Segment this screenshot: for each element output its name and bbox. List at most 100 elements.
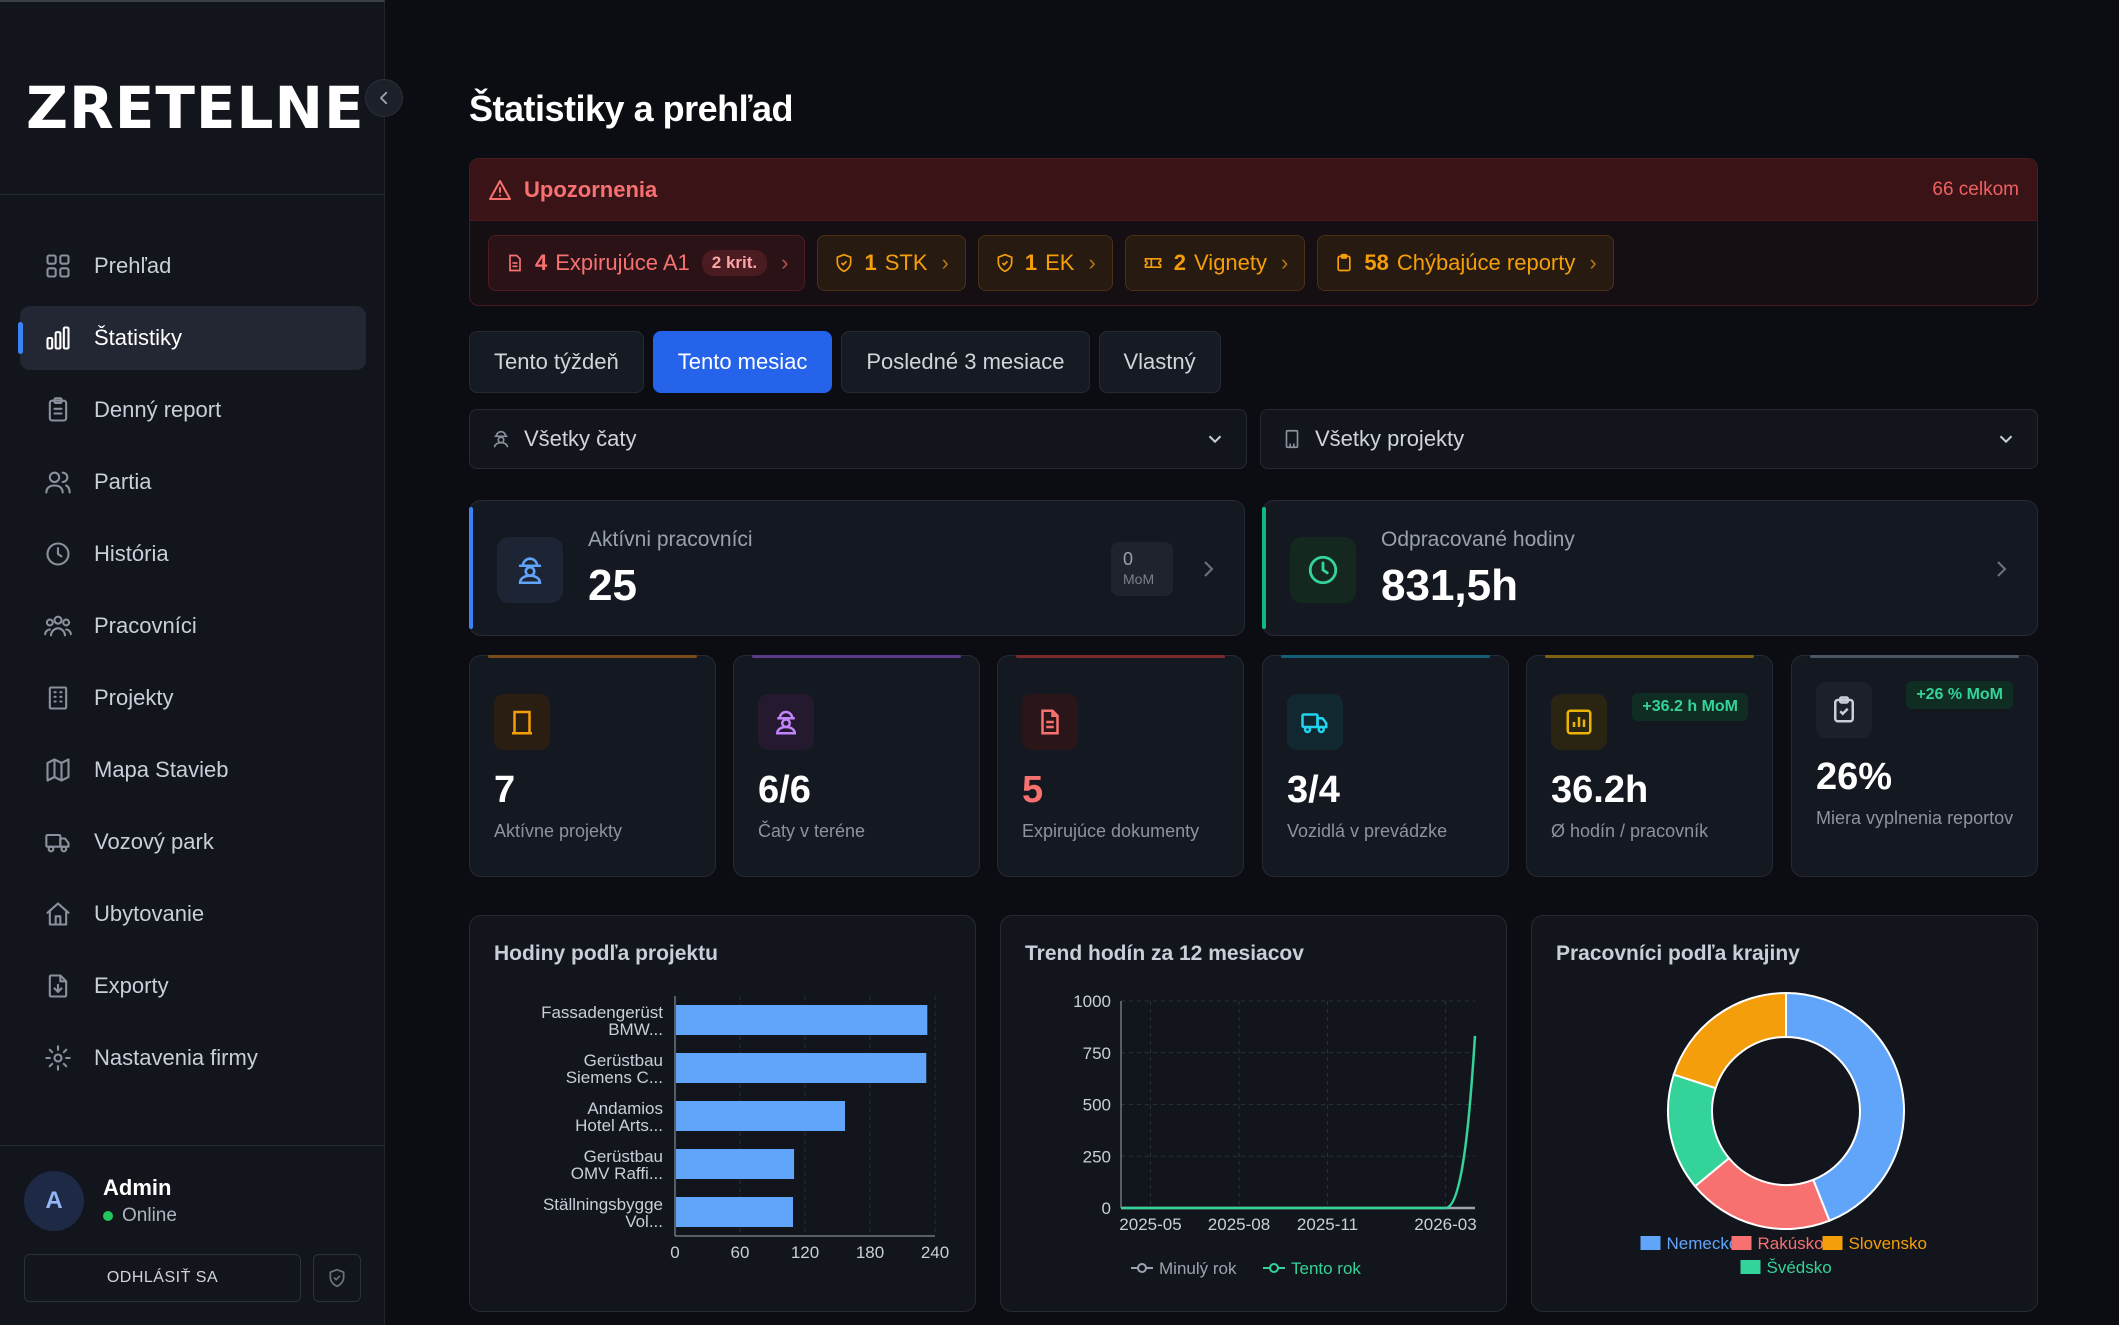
y-tick-label: OMV Raffi...: [571, 1164, 663, 1183]
worker-icon: [518, 557, 542, 585]
stat-crews-field[interactable]: 6/6 Čaty v teréne: [733, 655, 980, 877]
sidebar-item-ubytovanie[interactable]: Ubytovanie: [20, 882, 366, 946]
alert-chip-ek[interactable]: 1 EK ›: [977, 235, 1113, 291]
avatar[interactable]: A: [24, 1171, 84, 1231]
project-select[interactable]: Všetky projekty: [1260, 409, 2038, 469]
tab-last-3-months[interactable]: Posledné 3 mesiace: [841, 331, 1090, 393]
legend-marker: [1137, 1263, 1147, 1273]
sidebar-item-label: Denný report: [94, 397, 222, 422]
alerts-header: Upozornenia 66 celkom: [470, 159, 2037, 221]
bar-chart-icon: [46, 326, 70, 350]
stat-hours-per-worker[interactable]: +36.2 h MoM 36.2h Ø hodín / pracovník: [1526, 655, 1773, 877]
sidebar-item-statistiky[interactable]: Štatistiky: [18, 306, 366, 370]
worker-icon: [775, 710, 797, 735]
stat-icon-box: [494, 694, 550, 750]
chevron-right-icon: [1204, 561, 1214, 577]
stat-value: 6/6: [758, 769, 811, 811]
stat-label: Vozidlá v prevádzke: [1287, 821, 1448, 841]
kpi-icon-box: [497, 537, 563, 603]
building-icon: [48, 686, 68, 710]
clipboard-icon: [1337, 253, 1352, 272]
alert-chip-reports[interactable]: 58 Chýbajúce reporty ›: [1317, 235, 1614, 291]
sidebar-item-nastavenia-firmy[interactable]: Nastavenia firmy: [20, 1026, 366, 1090]
y-tick-label: Hotel Arts...: [575, 1116, 663, 1135]
kpi-worked-hours[interactable]: Odpracované hodiny 831,5h: [1262, 500, 2038, 636]
collapse-sidebar-button[interactable]: [365, 79, 403, 117]
logout-button[interactable]: ODHLÁSIŤ SA: [24, 1254, 301, 1302]
sidebar-item-denny-report[interactable]: Denný report: [20, 378, 366, 442]
map-icon: [46, 758, 70, 782]
worker-icon: [493, 430, 509, 448]
stat-topline: [1810, 655, 2019, 658]
chevron-right-icon: ›: [781, 250, 789, 275]
stat-vehicles[interactable]: 3/4 Vozidlá v prevádzke: [1262, 655, 1509, 877]
sidebar-item-label: Exporty: [94, 973, 169, 998]
sidebar-item-label: Partia: [94, 469, 152, 494]
alerts-total: 66 celkom: [1932, 178, 2019, 200]
sidebar-item-vozovy-park[interactable]: Vozový park: [20, 810, 366, 874]
kpi-value: 25: [588, 561, 637, 610]
stat-expiring-docs[interactable]: 5 Expirujúce dokumenty: [997, 655, 1244, 877]
legend-label: Tento rok: [1291, 1259, 1361, 1278]
sidebar-item-exporty[interactable]: Exporty: [20, 954, 366, 1018]
file-download-icon: [48, 974, 68, 998]
legend-label: Nemecko: [1667, 1234, 1739, 1253]
alert-chip-stk[interactable]: 1 STK ›: [817, 235, 966, 291]
tab-this-week[interactable]: Tento týždeň: [469, 331, 644, 393]
stat-active-projects[interactable]: 7 Aktívne projekty: [469, 655, 716, 877]
stat-report-fill-rate[interactable]: +26 % MoM 26% Miera vyplnenia reportov: [1791, 655, 2038, 877]
y-tick-label: Vol...: [625, 1212, 663, 1231]
sidebar-item-label: Pracovníci: [94, 613, 197, 638]
sidebar-item-partia[interactable]: Partia: [20, 450, 366, 514]
stat-label: Ø hodín / pracovník: [1551, 821, 1709, 841]
kpi-accent: [469, 507, 473, 629]
period-tabs: Tento týždeň Tento mesiac Posledné 3 mes…: [469, 331, 1221, 393]
sidebar-item-label: História: [94, 541, 169, 566]
sidebar-item-pracovnici[interactable]: Pracovníci: [20, 594, 366, 658]
sidebar-item-projekty[interactable]: Projekty: [20, 666, 366, 730]
team-icon: [44, 615, 72, 637]
kpi-active-workers[interactable]: Aktívni pracovníci 25 0 MoM: [469, 500, 1245, 636]
y-tick-label: BMW...: [608, 1020, 663, 1039]
stat-value: 26%: [1816, 756, 1893, 798]
sidebar-item-label: Vozový park: [94, 829, 214, 854]
sidebar-item-mapa-stavieb[interactable]: Mapa Stavieb: [20, 738, 366, 802]
chart-workers-by-country: Nemecko Rakúsko Slovensko Švédsko Pracovníc…: [1531, 915, 2038, 1312]
alert-chip-a1[interactable]: 4 Expirujúce A1 2 krit. ›: [488, 235, 806, 291]
chevron-right-icon: ›: [1088, 250, 1096, 275]
security-button[interactable]: [313, 1254, 361, 1302]
legend-label: Rakúsko: [1758, 1234, 1824, 1253]
bar: [676, 1101, 845, 1131]
stat-label: Aktívne projekty: [494, 821, 623, 841]
sidebar-item-prehlad[interactable]: Prehľad: [20, 234, 366, 298]
chart-title: Trend hodín za 12 mesiacov: [1025, 942, 1304, 965]
alert-chip-label: EK: [1045, 250, 1075, 275]
stat-topline: [488, 655, 697, 658]
mom-badge: +26 % MoM: [1906, 681, 2013, 709]
clipboard-icon: [48, 397, 68, 422]
users-icon: [45, 471, 71, 494]
legend-swatch: [1822, 1236, 1843, 1250]
stat-icon-box: [1022, 694, 1078, 750]
kpi-icon-box: [1290, 537, 1356, 603]
mom-badge: +36.2 h MoM: [1632, 693, 1748, 721]
stat-icon-box: [1816, 682, 1872, 738]
tab-this-month[interactable]: Tento mesiac: [652, 331, 833, 393]
y-tick-label: 250: [1083, 1147, 1111, 1166]
sidebar-item-label: Mapa Stavieb: [94, 757, 229, 782]
x-tick-label: 2025-11: [1297, 1215, 1358, 1234]
sidebar-item-historia[interactable]: História: [20, 522, 366, 586]
kpi-label: Aktívni pracovníci: [588, 528, 753, 551]
alert-chip-vignety[interactable]: 2 Vignety ›: [1124, 235, 1306, 291]
user-status-label: Online: [122, 1205, 177, 1226]
stat-value: 36.2h: [1551, 769, 1649, 811]
tab-custom[interactable]: Vlastný: [1098, 331, 1221, 393]
crew-select[interactable]: Všetky čaty: [469, 409, 1247, 469]
chart-title: Hodiny podľa projektu: [494, 942, 718, 965]
mom-badge: 0 MoM: [1111, 542, 1173, 596]
chart-title: Pracovníci podľa krajiny: [1556, 942, 1800, 965]
grid-icon: [46, 254, 70, 278]
x-tick-label: 240: [921, 1243, 949, 1262]
chevron-left-icon: [380, 91, 388, 105]
clock-icon: [1308, 555, 1338, 585]
